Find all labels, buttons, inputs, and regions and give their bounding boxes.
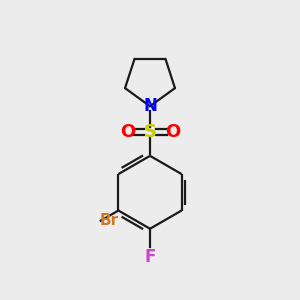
Text: S: S [143,123,157,141]
Text: N: N [143,97,157,115]
Text: O: O [120,123,135,141]
Text: Br: Br [99,213,119,228]
Text: F: F [144,248,156,266]
Text: O: O [165,123,180,141]
